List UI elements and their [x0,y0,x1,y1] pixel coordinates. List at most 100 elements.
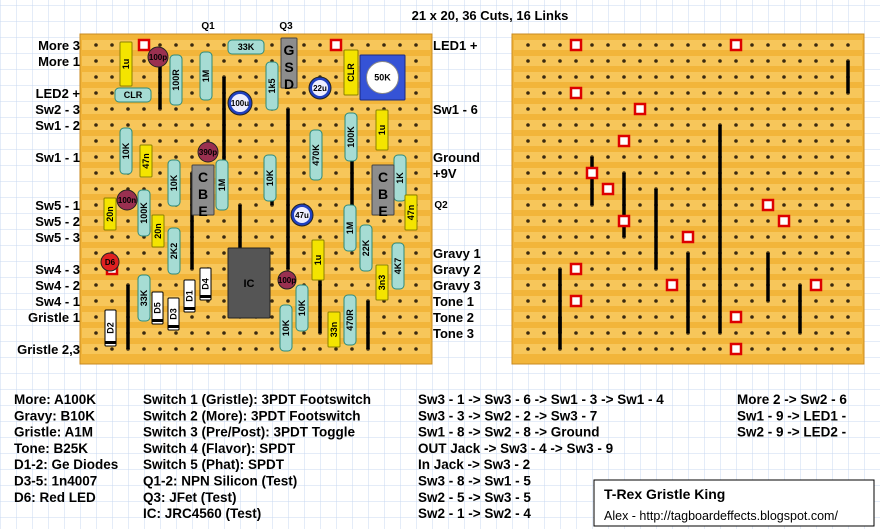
hole [382,251,386,255]
hole [94,219,98,223]
component-label: 100K [139,202,149,224]
hole [590,315,594,319]
info-line: Sw3 - 3 -> Sw2 - 2 -> Sw3 - 7 [418,408,597,423]
hole [702,107,706,111]
component-label: Q2 [434,200,448,211]
hole [558,251,562,255]
hole [606,59,610,63]
hole [734,171,738,175]
hole [670,43,674,47]
hole [366,43,370,47]
hole [606,299,610,303]
hole [638,139,642,143]
hole [766,187,770,191]
pin-label: Gravy 1 [433,246,481,261]
hole [94,107,98,111]
hole [622,107,626,111]
hole [782,203,786,207]
hole [606,107,610,111]
hole [798,251,802,255]
hole [302,107,306,111]
hole [782,107,786,111]
hole [190,91,194,95]
hole [766,331,770,335]
hole [638,299,642,303]
hole [414,75,418,79]
hole [158,123,162,127]
hole [814,59,818,63]
component-face [294,207,310,223]
cut [569,262,583,276]
component [137,274,151,322]
hole [590,59,594,63]
hole [702,331,706,335]
component [114,87,152,103]
hole [670,219,674,223]
hole [766,59,770,63]
hole [654,315,658,319]
pin-label: Sw1 - 6 [433,102,478,117]
hole [654,75,658,79]
component [344,112,358,162]
hole [750,315,754,319]
hole [302,347,306,351]
component [169,54,183,106]
hole [750,139,754,143]
hole [318,107,322,111]
hole [334,107,338,111]
hole [526,331,530,335]
hole [702,219,706,223]
hole [606,235,610,239]
hole [670,251,674,255]
hole [238,139,242,143]
credit-title: T-Rex Gristle King [604,486,725,502]
hole [174,43,178,47]
hole [750,331,754,335]
component [197,141,219,163]
hole [766,171,770,175]
cut [729,310,743,324]
hole [782,331,786,335]
hole [798,171,802,175]
hole [526,155,530,159]
hole [238,75,242,79]
hole [622,155,626,159]
hole [814,139,818,143]
component-label: D2 [106,322,116,334]
component-label: 100n [118,196,136,205]
hole [542,235,546,239]
component [151,214,165,248]
hole [334,283,338,287]
hole [542,331,546,335]
hole [606,155,610,159]
hole [734,155,738,159]
hole [702,187,706,191]
pin-label: +9V [433,166,457,181]
hole [686,347,690,351]
hole [526,171,530,175]
component-label: 100p [278,276,296,285]
hole [270,347,274,351]
hole [702,235,706,239]
hole [766,235,770,239]
hole [638,219,642,223]
hole [94,203,98,207]
hole [174,155,178,159]
hole [718,43,722,47]
component [375,109,389,151]
component [104,309,117,347]
hole [702,283,706,287]
hole [814,219,818,223]
component-label: 20n [105,206,115,222]
component-label: 33K [139,289,149,306]
hole [254,59,258,63]
component-label: 10K [281,319,291,336]
hole [814,251,818,255]
hole [574,155,578,159]
hole [798,59,802,63]
hole [766,91,770,95]
hole [686,203,690,207]
hole [718,75,722,79]
